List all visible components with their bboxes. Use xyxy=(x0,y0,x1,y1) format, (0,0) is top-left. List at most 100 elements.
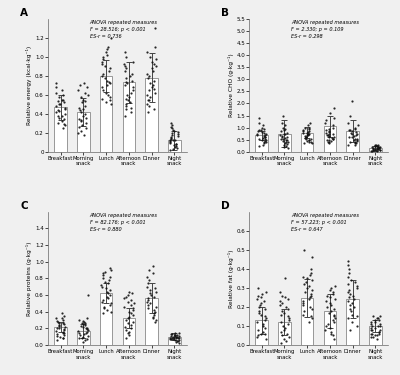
Point xyxy=(107,302,113,308)
Point xyxy=(349,312,356,318)
Point xyxy=(330,289,336,295)
Point xyxy=(101,305,107,311)
Point xyxy=(286,315,292,321)
Point xyxy=(53,315,60,321)
Point xyxy=(52,90,59,96)
Point xyxy=(83,120,90,126)
Point xyxy=(328,328,334,334)
Bar xyxy=(122,82,135,152)
Point xyxy=(56,101,62,107)
Point xyxy=(146,103,152,109)
Bar xyxy=(301,132,314,152)
Point xyxy=(327,300,333,306)
Point xyxy=(172,332,178,338)
Point xyxy=(256,120,262,126)
Point xyxy=(372,319,378,325)
Point xyxy=(150,310,157,316)
Point xyxy=(258,294,265,300)
Point xyxy=(144,284,150,290)
Point xyxy=(372,142,378,148)
Point xyxy=(305,126,312,132)
Point xyxy=(371,147,378,153)
Point xyxy=(281,336,287,342)
Bar xyxy=(369,326,382,345)
Point xyxy=(106,94,113,100)
Point xyxy=(174,334,180,340)
Point xyxy=(261,331,268,337)
Point xyxy=(374,315,380,321)
Point xyxy=(174,338,181,344)
Point xyxy=(347,302,354,308)
Point xyxy=(172,330,178,336)
Point xyxy=(122,78,129,84)
Point xyxy=(308,136,314,142)
Point xyxy=(324,137,330,143)
Point xyxy=(374,148,380,154)
Point xyxy=(55,107,61,113)
Point xyxy=(168,336,174,342)
Point xyxy=(56,334,63,340)
Point xyxy=(305,283,312,289)
Point xyxy=(60,332,67,338)
Point xyxy=(59,118,66,124)
Point xyxy=(326,132,332,138)
Point xyxy=(152,90,158,96)
Point xyxy=(348,308,354,314)
Point xyxy=(99,58,106,64)
Point xyxy=(80,113,86,119)
Point xyxy=(146,87,152,93)
Point xyxy=(306,294,313,300)
Point xyxy=(325,126,332,132)
Point xyxy=(277,289,283,295)
Point xyxy=(280,138,286,144)
Point xyxy=(306,137,312,143)
Bar xyxy=(256,320,268,345)
Point xyxy=(322,298,329,304)
Point xyxy=(84,324,91,330)
Point xyxy=(254,327,261,333)
Point xyxy=(370,146,376,152)
Point xyxy=(259,125,265,131)
Point xyxy=(82,326,89,332)
Point xyxy=(255,333,261,339)
Point xyxy=(347,112,353,118)
Point xyxy=(346,287,352,293)
Point xyxy=(375,145,381,151)
Point xyxy=(54,319,61,325)
Point xyxy=(147,287,153,293)
Point xyxy=(279,134,285,140)
Point xyxy=(348,129,354,135)
Bar xyxy=(77,112,90,152)
Point xyxy=(283,137,289,143)
Point xyxy=(370,147,376,153)
Point xyxy=(76,82,83,88)
Point xyxy=(169,125,176,131)
Point xyxy=(303,134,310,140)
Point xyxy=(368,148,374,154)
Point xyxy=(100,297,106,303)
Point xyxy=(282,135,289,141)
Point xyxy=(78,323,84,329)
Point xyxy=(261,298,267,304)
Point xyxy=(144,297,151,303)
Point xyxy=(374,145,380,151)
Point xyxy=(374,143,380,149)
Point xyxy=(262,306,268,312)
Point xyxy=(308,278,315,284)
Point xyxy=(346,306,353,312)
Point xyxy=(102,63,108,69)
Point xyxy=(309,315,315,321)
Point xyxy=(256,143,262,149)
Point xyxy=(304,129,310,135)
Point xyxy=(284,331,291,337)
Bar xyxy=(100,292,112,345)
Point xyxy=(308,139,314,145)
Point xyxy=(170,334,176,340)
Point xyxy=(350,133,357,139)
Point xyxy=(56,322,62,328)
Bar xyxy=(168,141,180,152)
Point xyxy=(354,323,360,329)
Point xyxy=(173,339,180,345)
Point xyxy=(322,120,328,126)
Point xyxy=(149,58,155,64)
